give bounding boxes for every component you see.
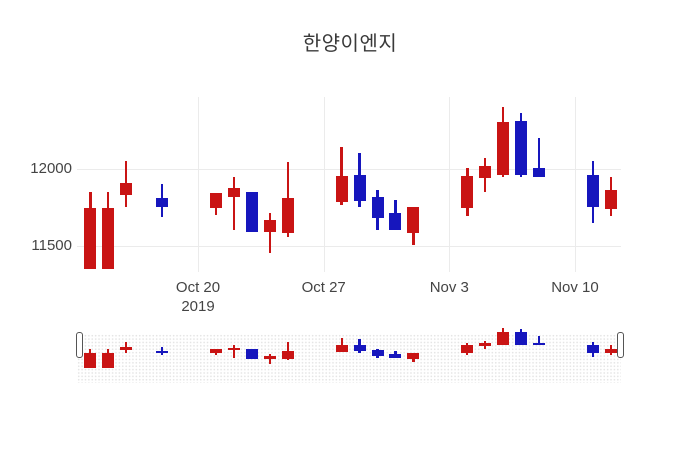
candle-body — [281, 350, 294, 360]
x-tick-year-label: 2019 — [181, 298, 215, 315]
candle-wick — [537, 335, 541, 346]
candle-body — [407, 206, 420, 233]
chart-title: 한양이엔지 — [302, 33, 398, 55]
candle-body — [461, 175, 474, 209]
x-gridline — [323, 97, 325, 272]
candle-body — [335, 345, 348, 352]
candle-body — [604, 348, 617, 354]
candle-body — [533, 168, 546, 177]
candle-body — [497, 331, 510, 345]
candle-body — [389, 212, 402, 230]
candle-body — [515, 331, 528, 345]
candle-body — [84, 207, 97, 270]
candle-body — [515, 121, 528, 176]
candle-body — [209, 349, 222, 354]
range-slider-right-handle[interactable] — [616, 332, 624, 358]
candle-body — [479, 342, 492, 346]
candle-body — [281, 198, 294, 233]
x-gridline — [574, 97, 576, 272]
candle-body — [245, 349, 258, 360]
candle-body — [156, 198, 169, 208]
y-gridline — [77, 169, 621, 170]
candle-body — [102, 352, 115, 369]
y-gridline — [77, 246, 621, 247]
candle-wick — [340, 146, 343, 206]
candle-body — [84, 352, 97, 369]
candle-body — [353, 344, 366, 352]
candle-body — [389, 354, 402, 359]
candle-body — [371, 350, 384, 356]
candle-wick — [232, 345, 235, 359]
candle-body — [120, 346, 133, 350]
candle-body — [407, 352, 420, 360]
x-tick-label: Oct 27 — [301, 279, 346, 296]
range-slider-left-handle[interactable] — [75, 332, 83, 358]
x-tick-label: Nov 10 — [551, 279, 599, 296]
x-gridline — [449, 97, 451, 272]
candle-body — [371, 196, 384, 219]
candle-wick — [537, 138, 541, 177]
candle-body — [245, 192, 258, 233]
candle-wick — [232, 176, 236, 230]
y-tick-label: 12000 — [30, 160, 72, 177]
candle-body — [479, 165, 492, 179]
x-gridline — [198, 97, 199, 272]
candle-body — [102, 207, 115, 270]
candle-body — [209, 192, 222, 209]
candle-body — [227, 188, 240, 197]
candle-wick — [268, 212, 272, 253]
candle-body — [533, 343, 546, 346]
x-tick-label: Nov 3 — [429, 279, 469, 296]
candle-body — [156, 350, 169, 353]
candle-body — [263, 356, 276, 360]
candle-body — [586, 175, 599, 208]
candle-body — [227, 348, 240, 351]
candle-wick — [268, 354, 271, 365]
candle-body — [497, 122, 510, 176]
candle-body — [461, 345, 474, 354]
candle-body — [604, 189, 617, 210]
candle-body — [353, 175, 366, 202]
candle-body — [586, 344, 599, 353]
candle-body — [120, 182, 133, 196]
candle-body — [335, 175, 348, 203]
x-tick-label: Oct 20 — [175, 279, 221, 296]
y-tick-label: 11500 — [31, 237, 72, 254]
range-slider-background — [77, 334, 621, 383]
candle-body — [263, 219, 276, 233]
